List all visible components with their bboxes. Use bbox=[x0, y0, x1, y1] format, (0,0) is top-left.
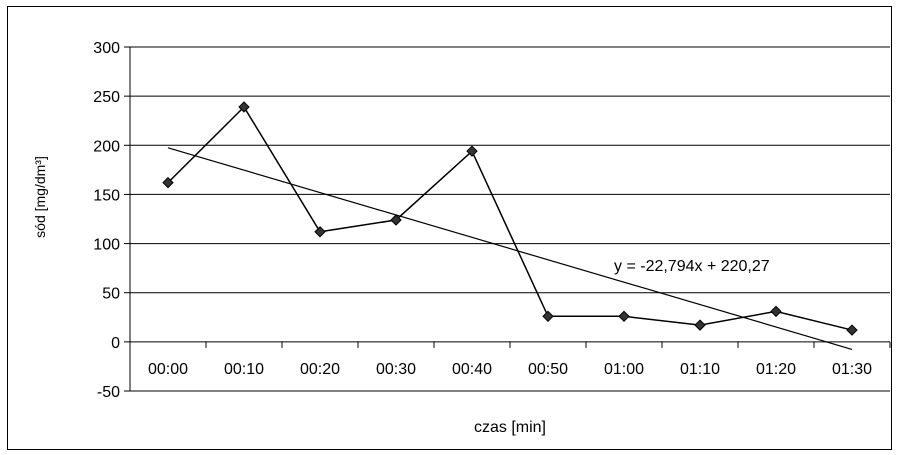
data-point bbox=[542, 310, 554, 323]
y-tick-label: 200 bbox=[93, 138, 120, 155]
chart-frame bbox=[7, 6, 892, 450]
data-point bbox=[770, 305, 782, 318]
data-point bbox=[694, 319, 706, 331]
x-axis-label: czas [min] bbox=[474, 419, 546, 436]
trendline-group bbox=[167, 147, 853, 350]
series-group bbox=[162, 101, 858, 336]
axes bbox=[124, 46, 891, 392]
x-tick-label: 00:20 bbox=[300, 361, 340, 378]
x-tick-label: 00:40 bbox=[452, 361, 492, 378]
y-tick-label: 0 bbox=[111, 335, 120, 352]
x-tick-label: 01:10 bbox=[680, 361, 720, 378]
data-point bbox=[162, 176, 174, 189]
y-tick-label: 100 bbox=[93, 237, 120, 254]
data-point bbox=[846, 324, 858, 336]
data-point bbox=[390, 214, 402, 226]
trendline bbox=[167, 147, 853, 350]
x-tick-label: 01:20 bbox=[756, 361, 796, 378]
trendline-equation: y = -22,794x + 220,27 bbox=[614, 258, 770, 275]
series-line bbox=[167, 105, 853, 331]
x-tick-label: 00:10 bbox=[224, 361, 264, 378]
y-tick-label: -50 bbox=[97, 384, 120, 401]
x-tick-label: 00:30 bbox=[376, 361, 416, 378]
data-point bbox=[314, 226, 326, 238]
x-tick-label: 00:50 bbox=[528, 361, 568, 378]
tick-labels: 300 250 200 150 100 50 0 -50 00:00 00:10 00:20 00:3… bbox=[93, 40, 872, 401]
x-tick-label: 01:30 bbox=[832, 361, 872, 378]
x-tick-label: 00:00 bbox=[148, 361, 188, 378]
y-tick-label: 50 bbox=[102, 286, 120, 303]
y-tick-label: 250 bbox=[93, 89, 120, 106]
data-point bbox=[618, 310, 630, 323]
y-axis-label: sód [mg/dm³] bbox=[32, 156, 48, 238]
y-tick-label: 150 bbox=[93, 187, 120, 204]
y-tick-label: 300 bbox=[93, 40, 120, 57]
x-tick-label: 01:00 bbox=[604, 361, 644, 378]
data-point bbox=[238, 101, 250, 113]
gridlines bbox=[130, 46, 890, 392]
data-point bbox=[466, 145, 478, 157]
